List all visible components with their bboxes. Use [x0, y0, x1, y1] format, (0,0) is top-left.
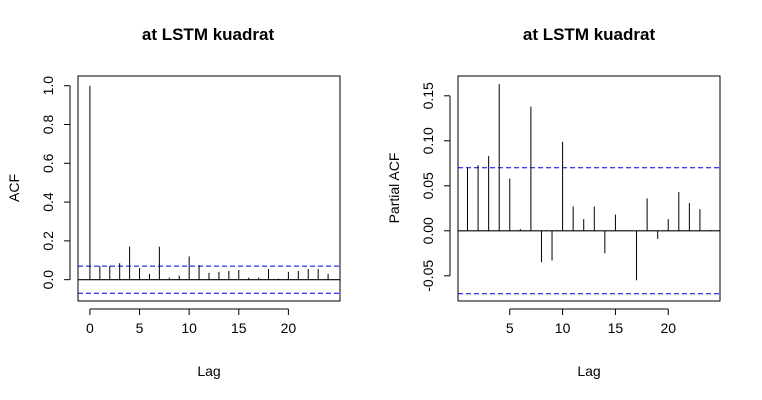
acf-x-tick-label: 0	[86, 320, 94, 336]
pacf-x-tick-label: 5	[506, 320, 514, 336]
acf-x-axis-label: Lag	[197, 363, 220, 379]
pacf-panel: at LSTM kuadrat 5 10 15 20 -0.05 0.00 0.05 0.10…	[386, 25, 721, 379]
acf-x-tick-label: 20	[281, 320, 297, 336]
acf-x-tick-label: 5	[136, 320, 144, 336]
acf-y-tick-label: 1.0	[40, 76, 56, 96]
acf-title: at LSTM kuadrat	[142, 25, 275, 44]
pacf-y-tick-label: 0.15	[420, 82, 436, 109]
pacf-y-tick-label: 0.10	[420, 127, 436, 154]
pacf-y-tick-label: 0.00	[420, 217, 436, 244]
acf-y-axis-label: ACF	[6, 174, 22, 202]
acf-panel: at LSTM kuadrat 0 5 10 15 20 0.0 0.2 0.4 0.6 0.8 1…	[6, 25, 341, 379]
pacf-marks: 5 10 15 20 -0.05 0.00 0.05 0.10 0.15	[420, 82, 720, 336]
acf-y-tick-label: 0.2	[40, 231, 56, 251]
acf-y-tick-label: 0.8	[40, 115, 56, 135]
pacf-x-tick-label: 10	[555, 320, 571, 336]
pacf-plot-frame	[457, 75, 721, 302]
acf-y-tick-label: 0.4	[40, 192, 56, 212]
acf-plot-frame	[77, 75, 341, 302]
acf-x-tick-label: 15	[231, 320, 247, 336]
acf-y-tick-label: 0.0	[40, 270, 56, 290]
acf-x-tick-label: 10	[181, 320, 197, 336]
acf-marks: 0 5 10 15 20 0.0 0.2 0.4 0.6 0.8 1.0	[40, 76, 340, 336]
pacf-x-tick-label: 20	[660, 320, 676, 336]
acf-y-tick-label: 0.6	[40, 153, 56, 173]
pacf-y-axis-label: Partial ACF	[386, 153, 402, 224]
pacf-x-axis-label: Lag	[577, 363, 600, 379]
pacf-y-tick-label: -0.05	[420, 260, 436, 292]
pacf-x-tick-label: 15	[608, 320, 624, 336]
pacf-y-tick-label: 0.05	[420, 172, 436, 199]
pacf-title: at LSTM kuadrat	[523, 25, 656, 44]
